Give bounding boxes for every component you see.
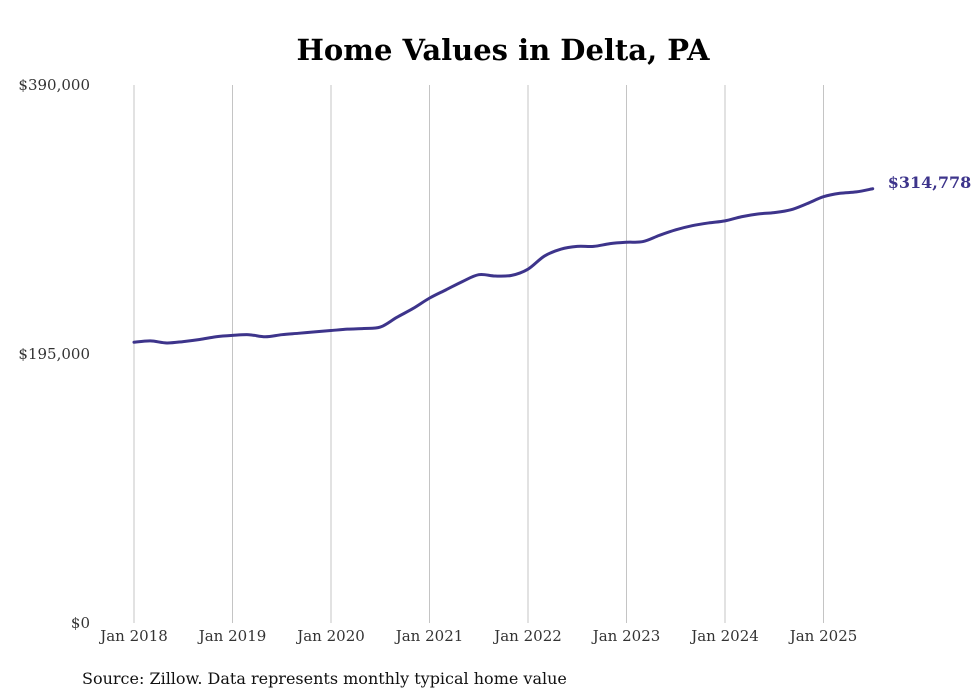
y-tick-label: $390,000 (18, 76, 90, 94)
chart-title: Home Values in Delta, PA (297, 33, 710, 67)
x-tick-label: Jan 2024 (689, 627, 759, 645)
y-tick-label: $0 (71, 614, 90, 632)
x-tick-label: Jan 2023 (591, 627, 661, 645)
x-tick-label: Jan 2019 (197, 627, 267, 645)
x-tick-label: Jan 2022 (492, 627, 562, 645)
end-value-label: $314,778 (888, 173, 972, 192)
x-tick-label: Jan 2021 (394, 627, 464, 645)
gridlines (133, 85, 824, 623)
x-tick-label: Jan 2018 (98, 627, 168, 645)
series-line (132, 187, 875, 345)
y-axis-ticks: $390,000 $195,000 $0 (18, 76, 90, 632)
y-tick-label: $195,000 (18, 345, 90, 363)
x-tick-label: Jan 2020 (295, 627, 365, 645)
x-axis-ticks: Jan 2018 Jan 2019 Jan 2020 Jan 2021 Jan 2022… (98, 627, 857, 645)
x-tick-label: Jan 2025 (788, 627, 858, 645)
source-note: Source: Zillow. Data represents monthly … (82, 669, 567, 688)
